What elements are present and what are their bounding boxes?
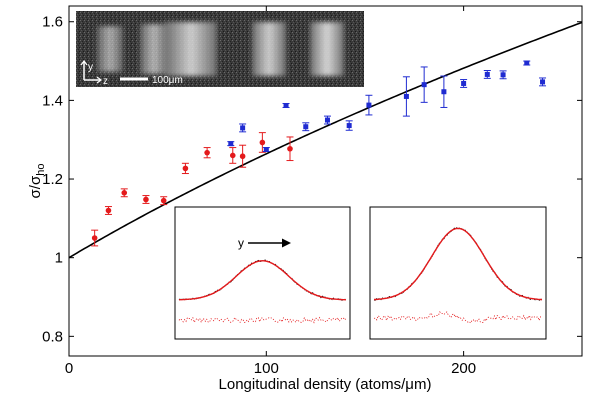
image-y-axis-label: y [88, 62, 93, 73]
series-1 [227, 60, 547, 153]
cloud-2 [140, 24, 168, 74]
profile-arrowhead [282, 238, 291, 248]
y-tick-label-1: 1 [55, 250, 63, 267]
series-1-point-5 [324, 117, 330, 123]
image-y-arrowhead [80, 60, 88, 66]
absorption-image-inset: y z 100μm [76, 11, 364, 87]
series-0 [91, 132, 294, 247]
series-1-point-1 [240, 125, 246, 131]
data-series [91, 60, 547, 247]
cloud-5 [310, 22, 344, 76]
y-axis-label: σ/σho [27, 164, 47, 199]
profile-inset-2 [369, 206, 547, 340]
profile-inset-2-fit [374, 227, 542, 301]
y-axis-ticks: 0.8 1 1.2 1.4 1.6 [42, 14, 582, 345]
series-0-point-4 [160, 197, 167, 204]
profile-arrow-label: y [238, 236, 244, 250]
series-1-point-11 [461, 80, 467, 86]
profile-inset-1: y [174, 206, 351, 340]
series-1-point-15 [540, 79, 546, 85]
x-tick-label-0: 0 [65, 360, 73, 377]
fit-curve-line [69, 21, 582, 259]
series-1-point-8 [403, 93, 409, 99]
plot-frame [68, 5, 583, 357]
y-tick-label-3: 1.4 [42, 92, 63, 109]
x-axis-label: Longitudinal density (atoms/μm) [219, 376, 432, 393]
series-0-point-2 [121, 189, 128, 196]
series-0-point-9 [259, 139, 266, 146]
image-z-axis-label: z [103, 76, 108, 87]
x-tick-label-1: 100 [254, 360, 279, 377]
series-1-point-2 [263, 147, 269, 153]
y-tick-label-2: 1.2 [42, 171, 63, 188]
series-0-point-5 [182, 165, 189, 172]
cloud-3 [165, 22, 217, 76]
cloud-1 [97, 26, 123, 72]
series-0-point-7 [229, 152, 236, 159]
series-1-point-4 [303, 124, 309, 130]
series-1-point-14 [524, 60, 530, 66]
x-tick-label-2: 200 [451, 360, 476, 377]
series-1-point-0 [228, 141, 234, 147]
x-axis-ticks: 0 100 200 [65, 6, 476, 377]
profile-inset-1-fit [178, 260, 347, 301]
image-z-arrowhead [96, 76, 102, 84]
series-1-point-3 [283, 102, 289, 108]
series-1-point-13 [500, 72, 506, 78]
series-1-point-9 [421, 82, 427, 88]
y-tick-label-4: 1.6 [42, 14, 63, 31]
cloud-4 [252, 22, 286, 76]
image-clouds [97, 22, 344, 76]
series-1-point-7 [366, 102, 372, 108]
series-0-point-6 [204, 149, 210, 156]
y-axis-label-subscript: ho [35, 164, 47, 176]
y-axis-label-main: σ/σ [27, 175, 44, 198]
series-1-point-10 [441, 89, 447, 95]
series-0-point-10 [287, 145, 293, 152]
profile-inset-1-frame [174, 206, 351, 340]
series-0-point-0 [91, 235, 98, 241]
profile-inset-1-residual [178, 316, 347, 324]
series-1-point-6 [346, 123, 352, 129]
series-0-point-3 [143, 196, 149, 203]
series-0-point-8 [239, 153, 246, 160]
series-1-point-12 [484, 71, 490, 77]
y-tick-label-0: 0.8 [42, 328, 63, 345]
series-0-point-1 [105, 207, 112, 214]
scale-bar-label: 100μm [152, 75, 183, 86]
